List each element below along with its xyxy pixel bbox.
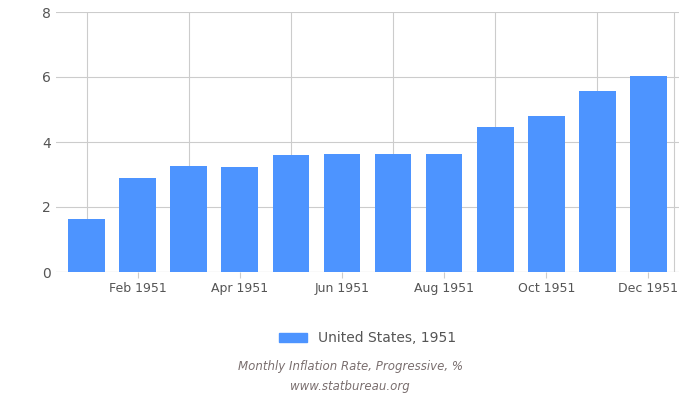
Bar	[477, 127, 514, 272]
Text: www.statbureau.org: www.statbureau.org	[290, 380, 410, 393]
Bar	[69, 219, 105, 272]
Bar	[426, 154, 463, 272]
Bar	[221, 167, 258, 272]
Bar	[119, 178, 156, 272]
Text: Monthly Inflation Rate, Progressive, %: Monthly Inflation Rate, Progressive, %	[237, 360, 463, 373]
Legend: United States, 1951: United States, 1951	[274, 326, 461, 351]
Bar	[272, 155, 309, 272]
Bar	[170, 166, 207, 272]
Bar	[630, 76, 666, 272]
Bar	[323, 154, 360, 272]
Bar	[374, 154, 412, 272]
Bar	[579, 91, 616, 272]
Bar	[528, 116, 565, 272]
